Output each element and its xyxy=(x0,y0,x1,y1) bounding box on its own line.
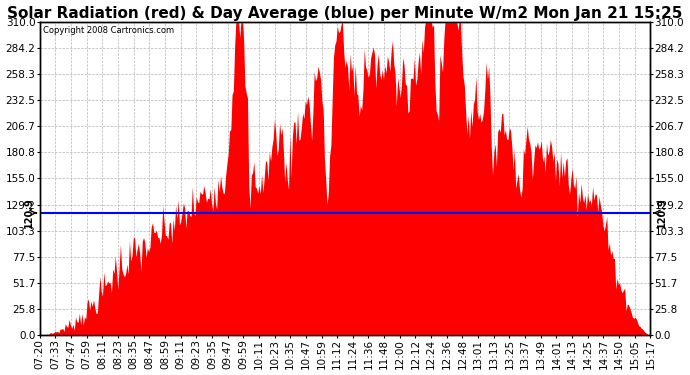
Text: 120.9: 120.9 xyxy=(23,198,34,228)
Text: 120.9: 120.9 xyxy=(656,198,667,228)
Title: Solar Radiation (red) & Day Average (blue) per Minute W/m2 Mon Jan 21 15:25: Solar Radiation (red) & Day Average (blu… xyxy=(8,6,682,21)
Text: Copyright 2008 Cartronics.com: Copyright 2008 Cartronics.com xyxy=(43,26,174,35)
